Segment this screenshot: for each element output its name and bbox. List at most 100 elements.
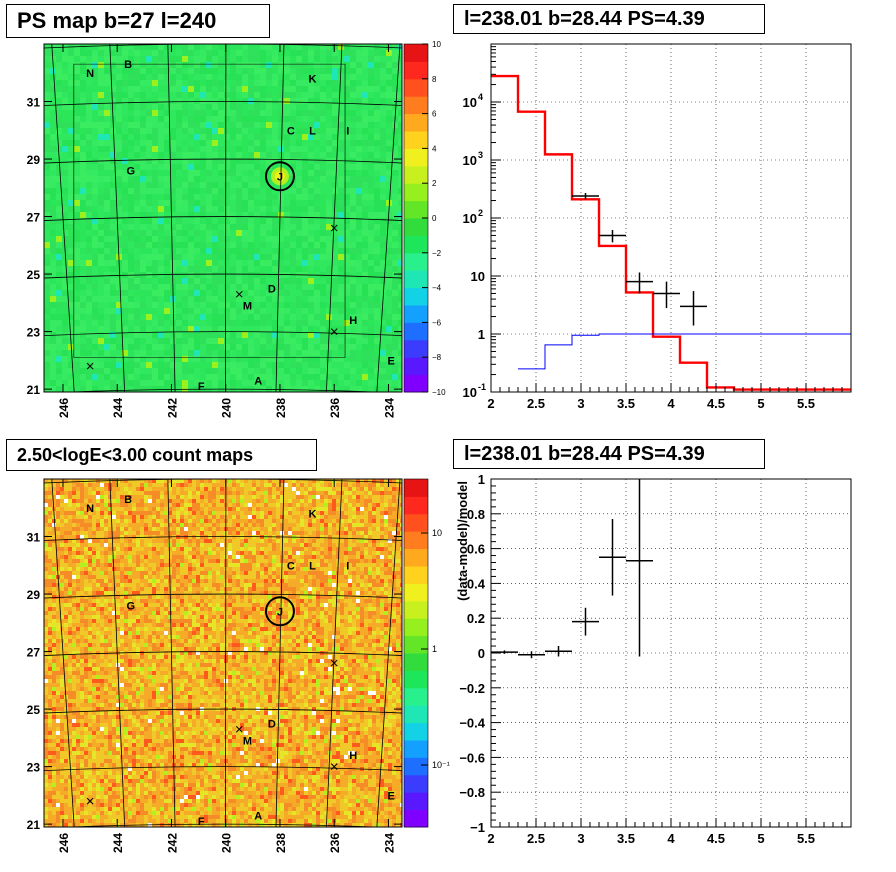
source-label: L xyxy=(309,560,316,572)
source-cross xyxy=(330,763,338,770)
colorbar-cell xyxy=(404,183,428,202)
source-label: A xyxy=(254,375,262,387)
colorbar-tick-label: 0 xyxy=(432,214,437,223)
y-tick-label: 21 xyxy=(27,818,41,832)
y-tick-label: 0.4 xyxy=(467,576,486,591)
colorbar-tick-label: 4 xyxy=(432,144,437,153)
source-label: L xyxy=(309,125,316,137)
y-tick-label: 23 xyxy=(27,326,41,340)
source-label: C xyxy=(287,125,295,137)
target-circle xyxy=(264,596,295,627)
x-tick-label: 240 xyxy=(220,398,234,418)
source-label: D xyxy=(268,718,276,730)
source-cross xyxy=(86,362,94,370)
source-label: K xyxy=(309,74,317,86)
spectrum-title: l=238.01 b=28.44 PS=4.39 xyxy=(453,4,765,34)
y-tick-exponent: 4 xyxy=(478,92,483,102)
histogram-background xyxy=(518,333,851,370)
source-cross xyxy=(86,797,94,805)
colorbar-tick-label: −6 xyxy=(432,318,442,327)
x-tick-label: 234 xyxy=(382,398,396,418)
colorbar-cell xyxy=(404,61,428,80)
plot-frame xyxy=(43,43,403,393)
count-map-panel: N B K C L I G J D M H E F A 246 244 242 240 238 236 234 21 23 2… xyxy=(27,478,450,853)
x-tick-label: 2.5 xyxy=(527,831,545,846)
colorbar-tick-label: 2 xyxy=(432,179,437,188)
colorbar-cell xyxy=(404,44,428,62)
y-tick-label: 10 xyxy=(463,95,477,110)
source-label: F xyxy=(198,381,205,393)
y-tick-label: 10 xyxy=(463,211,477,226)
source-label: E xyxy=(387,355,394,367)
source-label: E xyxy=(387,790,394,802)
colorbar-cell xyxy=(404,670,428,689)
source-label: M xyxy=(243,301,252,313)
source-label: G xyxy=(127,166,136,178)
residual-title: l=238.01 b=28.44 PS=4.39 xyxy=(453,439,765,469)
x-tick-label: 238 xyxy=(274,833,288,853)
map-pixels xyxy=(44,44,402,392)
colorbar-cell xyxy=(404,513,428,532)
colorbar-cell xyxy=(404,218,428,236)
y-tick-label: 25 xyxy=(27,703,41,717)
x-tick-label: 244 xyxy=(111,398,125,418)
source-markers xyxy=(86,224,338,370)
colorbar-cell xyxy=(404,131,428,149)
x-tick-label: 240 xyxy=(220,833,234,853)
y-tick-label: 29 xyxy=(27,153,41,167)
plot-area xyxy=(491,479,653,659)
map-pixels xyxy=(44,479,402,827)
x-tick-label: 4.5 xyxy=(707,831,725,846)
colorbar-cell xyxy=(404,357,428,376)
colorbar-cell xyxy=(404,757,428,776)
source-label: B xyxy=(124,59,132,71)
y-tick-label: −0.8 xyxy=(459,785,485,800)
colorbar-frame xyxy=(403,478,429,828)
colorbar-cell xyxy=(404,635,428,654)
colorbar-cell xyxy=(404,305,428,323)
x-tick-label: 244 xyxy=(111,833,125,853)
colorbar-cell xyxy=(404,270,428,289)
colorbar-cell xyxy=(404,200,428,219)
y-tick-label: 10 xyxy=(463,153,477,168)
colorbar-cell xyxy=(404,705,428,724)
source-label: K xyxy=(309,509,317,521)
y-tick-label: 27 xyxy=(27,211,41,225)
y-tick-label: 23 xyxy=(27,761,41,775)
y-tick-label: 0.2 xyxy=(467,611,485,626)
y-tick-label: 1 xyxy=(478,472,485,487)
x-tick-label: 246 xyxy=(57,398,71,418)
x-tick-label: 3.5 xyxy=(617,831,635,846)
colorbar-cell xyxy=(404,96,428,115)
colorbar-cell xyxy=(404,740,428,758)
colorbar-cell xyxy=(404,374,428,393)
source-label: C xyxy=(287,560,295,572)
colorbar-tick-label: 6 xyxy=(432,110,437,119)
y-tick-exponent: 3 xyxy=(478,150,483,160)
x-tick-label: 5.5 xyxy=(797,396,815,411)
source-markers xyxy=(86,659,338,805)
colorbar-tick-label: 10 xyxy=(432,528,442,538)
source-label: G xyxy=(127,601,136,613)
colorbar-cell xyxy=(404,809,428,828)
colorbar-tick-label: −2 xyxy=(432,249,442,258)
y-tick-label: 31 xyxy=(27,531,41,545)
y-tick-label: 31 xyxy=(27,96,41,110)
colorbar-cell xyxy=(404,687,428,706)
colorbar-tick-label: 8 xyxy=(432,75,437,84)
colorbar-cell xyxy=(404,531,428,550)
y-tick-label: 0.8 xyxy=(467,507,485,522)
x-tick-label: 4.5 xyxy=(707,396,725,411)
colorbar-tick-label: 10 xyxy=(432,40,441,49)
source-cross xyxy=(235,725,243,733)
target-circle xyxy=(264,161,295,192)
colorbar-cell xyxy=(404,235,428,254)
y-tick-label: 0 xyxy=(478,646,485,661)
plot-frame xyxy=(43,478,403,828)
y-tick-label: 21 xyxy=(27,383,41,397)
y-tick-label: 1 xyxy=(478,327,485,342)
source-label: M xyxy=(243,736,252,748)
x-tick-label: 236 xyxy=(328,833,342,853)
